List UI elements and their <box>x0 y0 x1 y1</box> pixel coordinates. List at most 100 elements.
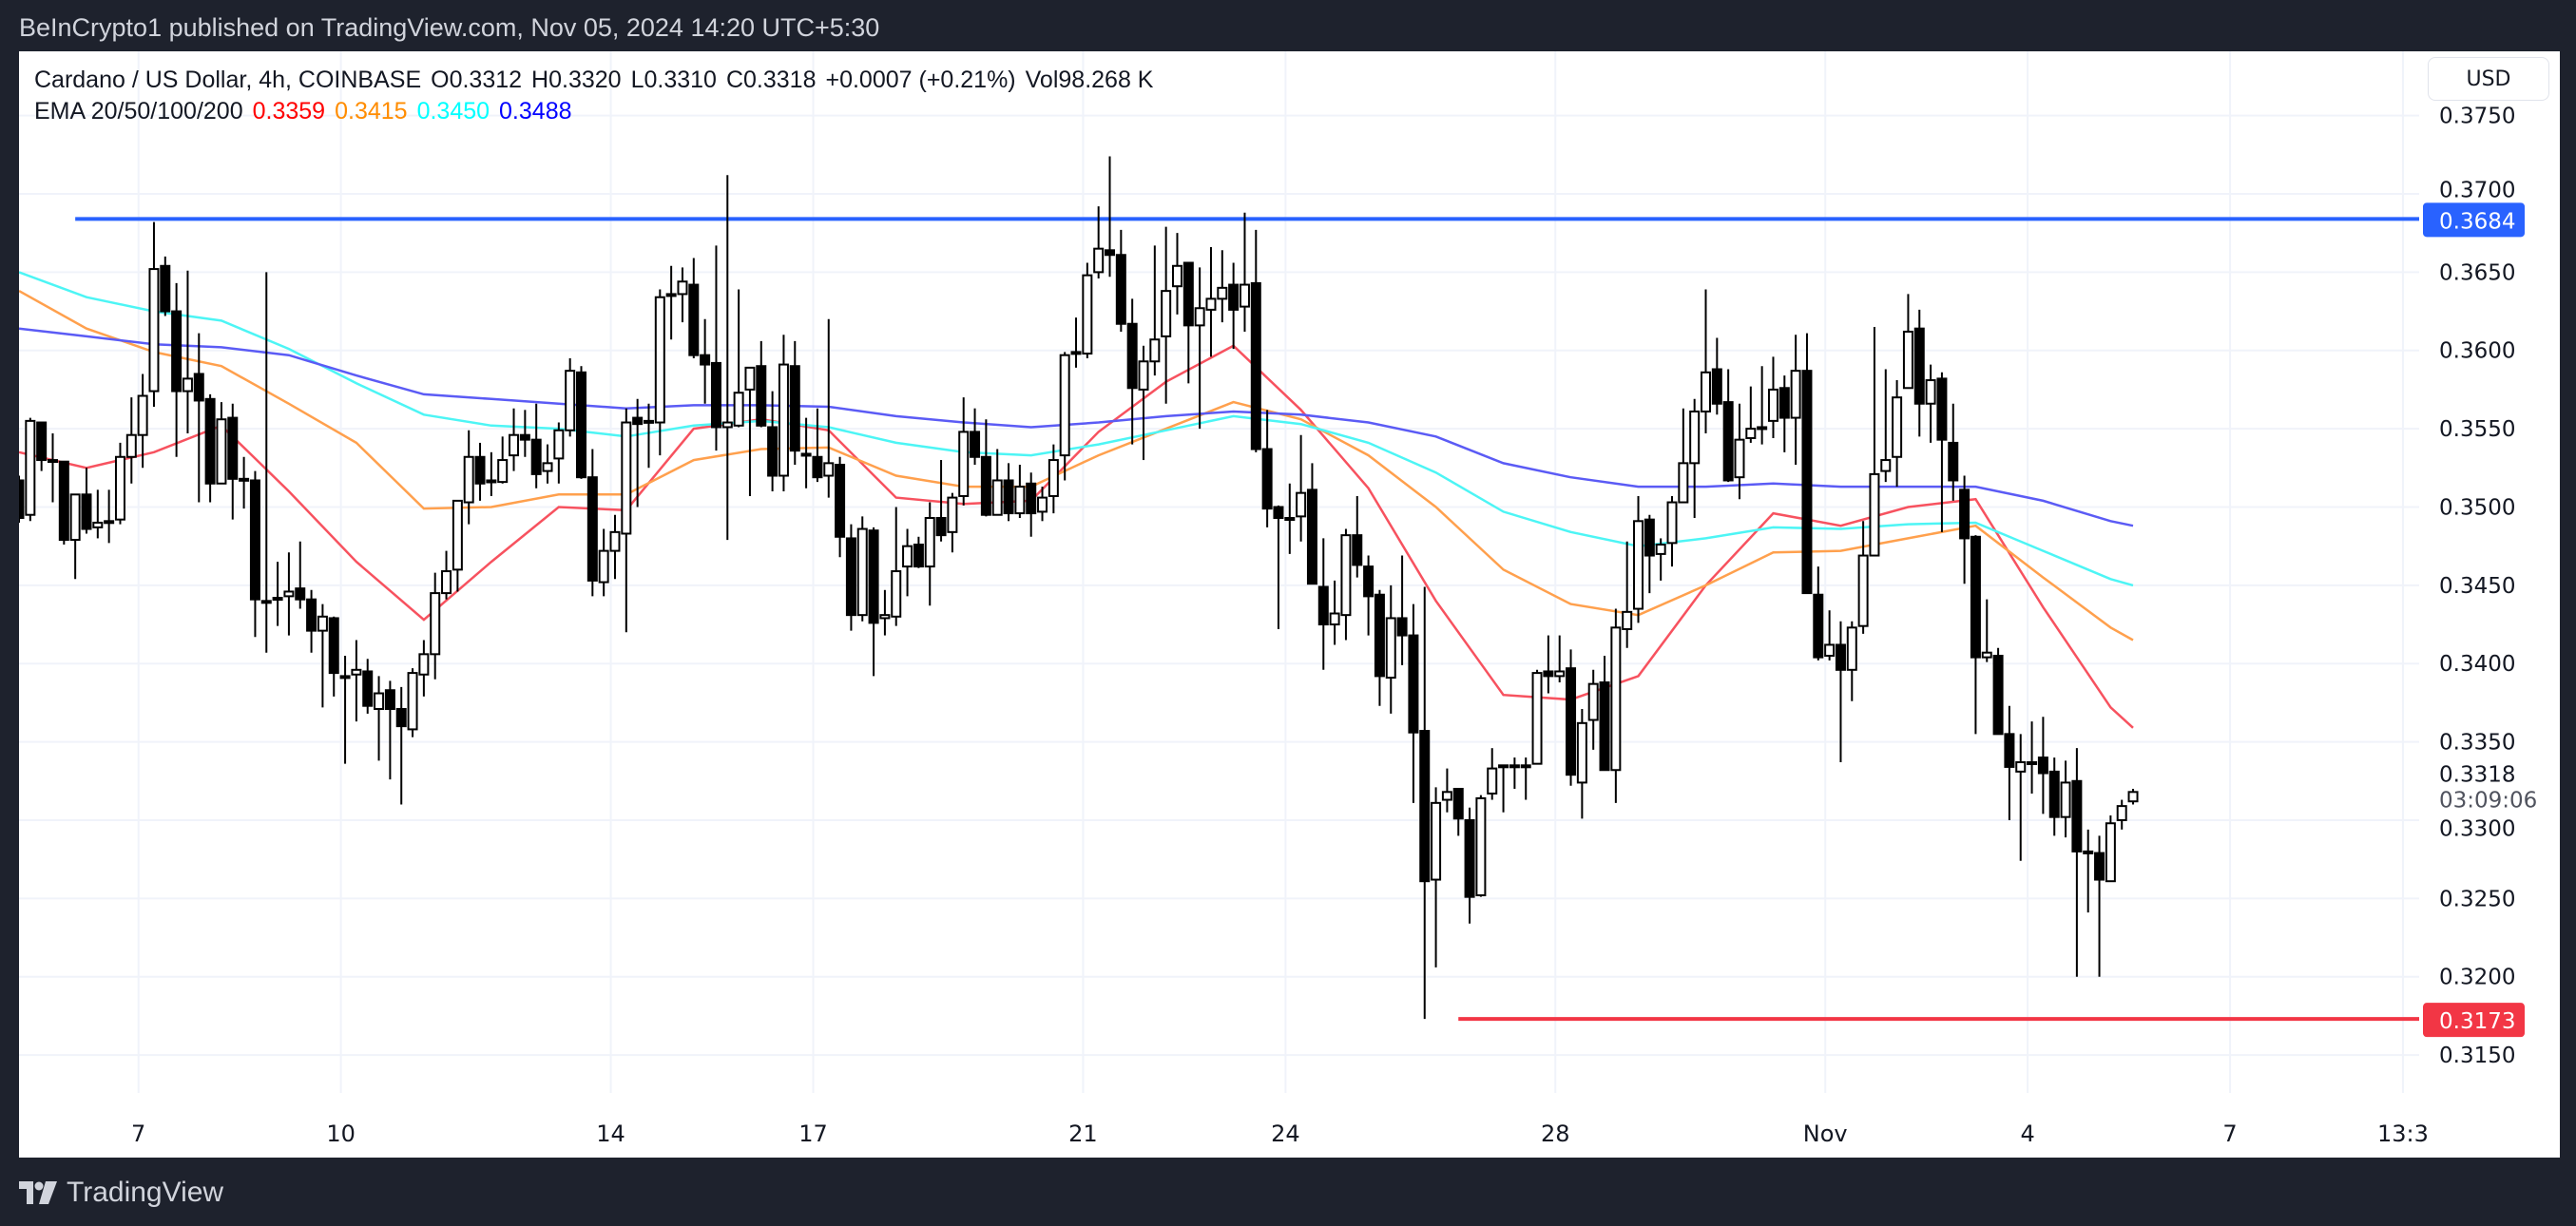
candle[interactable] <box>621 408 632 633</box>
candle[interactable] <box>204 393 216 503</box>
candle[interactable] <box>1701 289 1711 434</box>
candle[interactable] <box>1869 327 1880 557</box>
candle[interactable] <box>1734 403 1745 500</box>
candle[interactable] <box>789 340 800 466</box>
candle[interactable] <box>1452 788 1464 836</box>
candle[interactable] <box>1194 267 1205 430</box>
candle[interactable] <box>677 267 688 323</box>
candle[interactable] <box>1261 410 1273 527</box>
candle[interactable] <box>1171 233 1182 315</box>
candle[interactable] <box>542 444 553 484</box>
candle[interactable] <box>970 408 981 466</box>
candle[interactable] <box>58 460 69 546</box>
candle[interactable] <box>1778 375 1790 452</box>
candle[interactable] <box>1981 599 1992 662</box>
candle[interactable] <box>856 516 868 622</box>
candle[interactable] <box>1352 495 1363 578</box>
candle[interactable] <box>756 340 767 428</box>
candle[interactable] <box>1566 649 1577 786</box>
candle[interactable] <box>2048 757 2060 836</box>
candle[interactable] <box>643 403 654 469</box>
candle[interactable] <box>1070 317 1082 368</box>
candle[interactable] <box>1026 472 1037 537</box>
currency-button[interactable]: USD <box>2428 57 2549 101</box>
candle[interactable] <box>1554 635 1566 682</box>
candle[interactable] <box>1509 757 1520 790</box>
candle[interactable] <box>362 659 374 714</box>
candle[interactable] <box>92 489 104 539</box>
candle[interactable] <box>1475 795 1487 897</box>
candle[interactable] <box>339 655 351 764</box>
candle[interactable] <box>767 391 779 492</box>
symbol-title[interactable]: Cardano / US Dollar, 4h, COINBASE <box>34 67 422 93</box>
candle[interactable] <box>1093 206 1105 278</box>
candle[interactable] <box>700 318 711 404</box>
candle[interactable] <box>1678 408 1689 504</box>
candle[interactable] <box>879 589 891 636</box>
candle[interactable] <box>1205 247 1217 357</box>
candle[interactable] <box>36 421 48 471</box>
candle[interactable] <box>1610 608 1622 803</box>
candle[interactable] <box>609 514 621 580</box>
candle[interactable] <box>441 550 452 600</box>
candle[interactable] <box>497 436 509 484</box>
candle[interactable] <box>1655 538 1666 581</box>
candle[interactable] <box>1498 764 1509 813</box>
candle[interactable] <box>463 430 474 525</box>
candle[interactable] <box>1239 212 1250 332</box>
candle[interactable] <box>1296 434 1307 542</box>
candle[interactable] <box>395 686 407 805</box>
candle[interactable] <box>272 562 283 626</box>
candle[interactable] <box>721 175 733 541</box>
candle[interactable] <box>1757 366 1768 445</box>
candle[interactable] <box>104 489 115 544</box>
candle[interactable] <box>688 258 700 358</box>
candle[interactable] <box>47 433 58 503</box>
candle[interactable] <box>1722 369 1734 483</box>
candle[interactable] <box>1105 156 1116 278</box>
candle[interactable] <box>1228 262 1240 350</box>
candle[interactable] <box>1531 669 1543 765</box>
candle[interactable] <box>474 442 486 501</box>
candle[interactable] <box>374 676 385 761</box>
candle[interactable] <box>1587 669 1599 750</box>
candle[interactable] <box>1992 647 2004 736</box>
candle[interactable] <box>1790 335 1801 466</box>
candle[interactable] <box>1431 787 1442 967</box>
candle[interactable] <box>1543 635 1554 694</box>
candle[interactable] <box>1464 807 1475 924</box>
candle[interactable] <box>148 221 160 408</box>
candle[interactable] <box>778 335 789 492</box>
candle[interactable] <box>1880 369 1892 483</box>
candle[interactable] <box>1374 589 1385 706</box>
candle[interactable] <box>1059 352 1070 481</box>
candle[interactable] <box>935 460 947 542</box>
candle[interactable] <box>160 256 171 316</box>
candle[interactable] <box>1340 528 1352 641</box>
candle[interactable] <box>1835 621 1846 763</box>
candle[interactable] <box>1970 535 1981 735</box>
candle[interactable] <box>1576 708 1587 819</box>
candle[interactable] <box>260 272 272 653</box>
candle[interactable] <box>216 402 227 485</box>
candle[interactable] <box>530 403 542 488</box>
candle[interactable] <box>632 398 644 508</box>
candle[interactable] <box>576 366 586 479</box>
candle[interactable] <box>1824 610 1836 661</box>
candle[interactable] <box>1306 463 1317 585</box>
candle[interactable] <box>1385 584 1396 714</box>
candle[interactable] <box>1284 483 1296 554</box>
candle[interactable] <box>81 468 92 534</box>
ema-title[interactable]: EMA 20/50/100/200 <box>34 98 243 125</box>
candle[interactable] <box>812 408 823 483</box>
candle[interactable] <box>1487 748 1498 800</box>
candle[interactable] <box>913 536 924 568</box>
candle[interactable] <box>2094 835 2105 977</box>
candle[interactable] <box>1913 309 1925 437</box>
price-axis[interactable]: 0.3150 0.3200 0.3250 0.3300 0.3350 0.3400 0.34… <box>2439 105 2515 1068</box>
candle[interactable] <box>2105 815 2116 883</box>
candle[interactable] <box>1689 398 1701 519</box>
candle[interactable] <box>249 470 260 638</box>
candle[interactable] <box>1622 541 1633 648</box>
candle[interactable] <box>654 289 665 456</box>
